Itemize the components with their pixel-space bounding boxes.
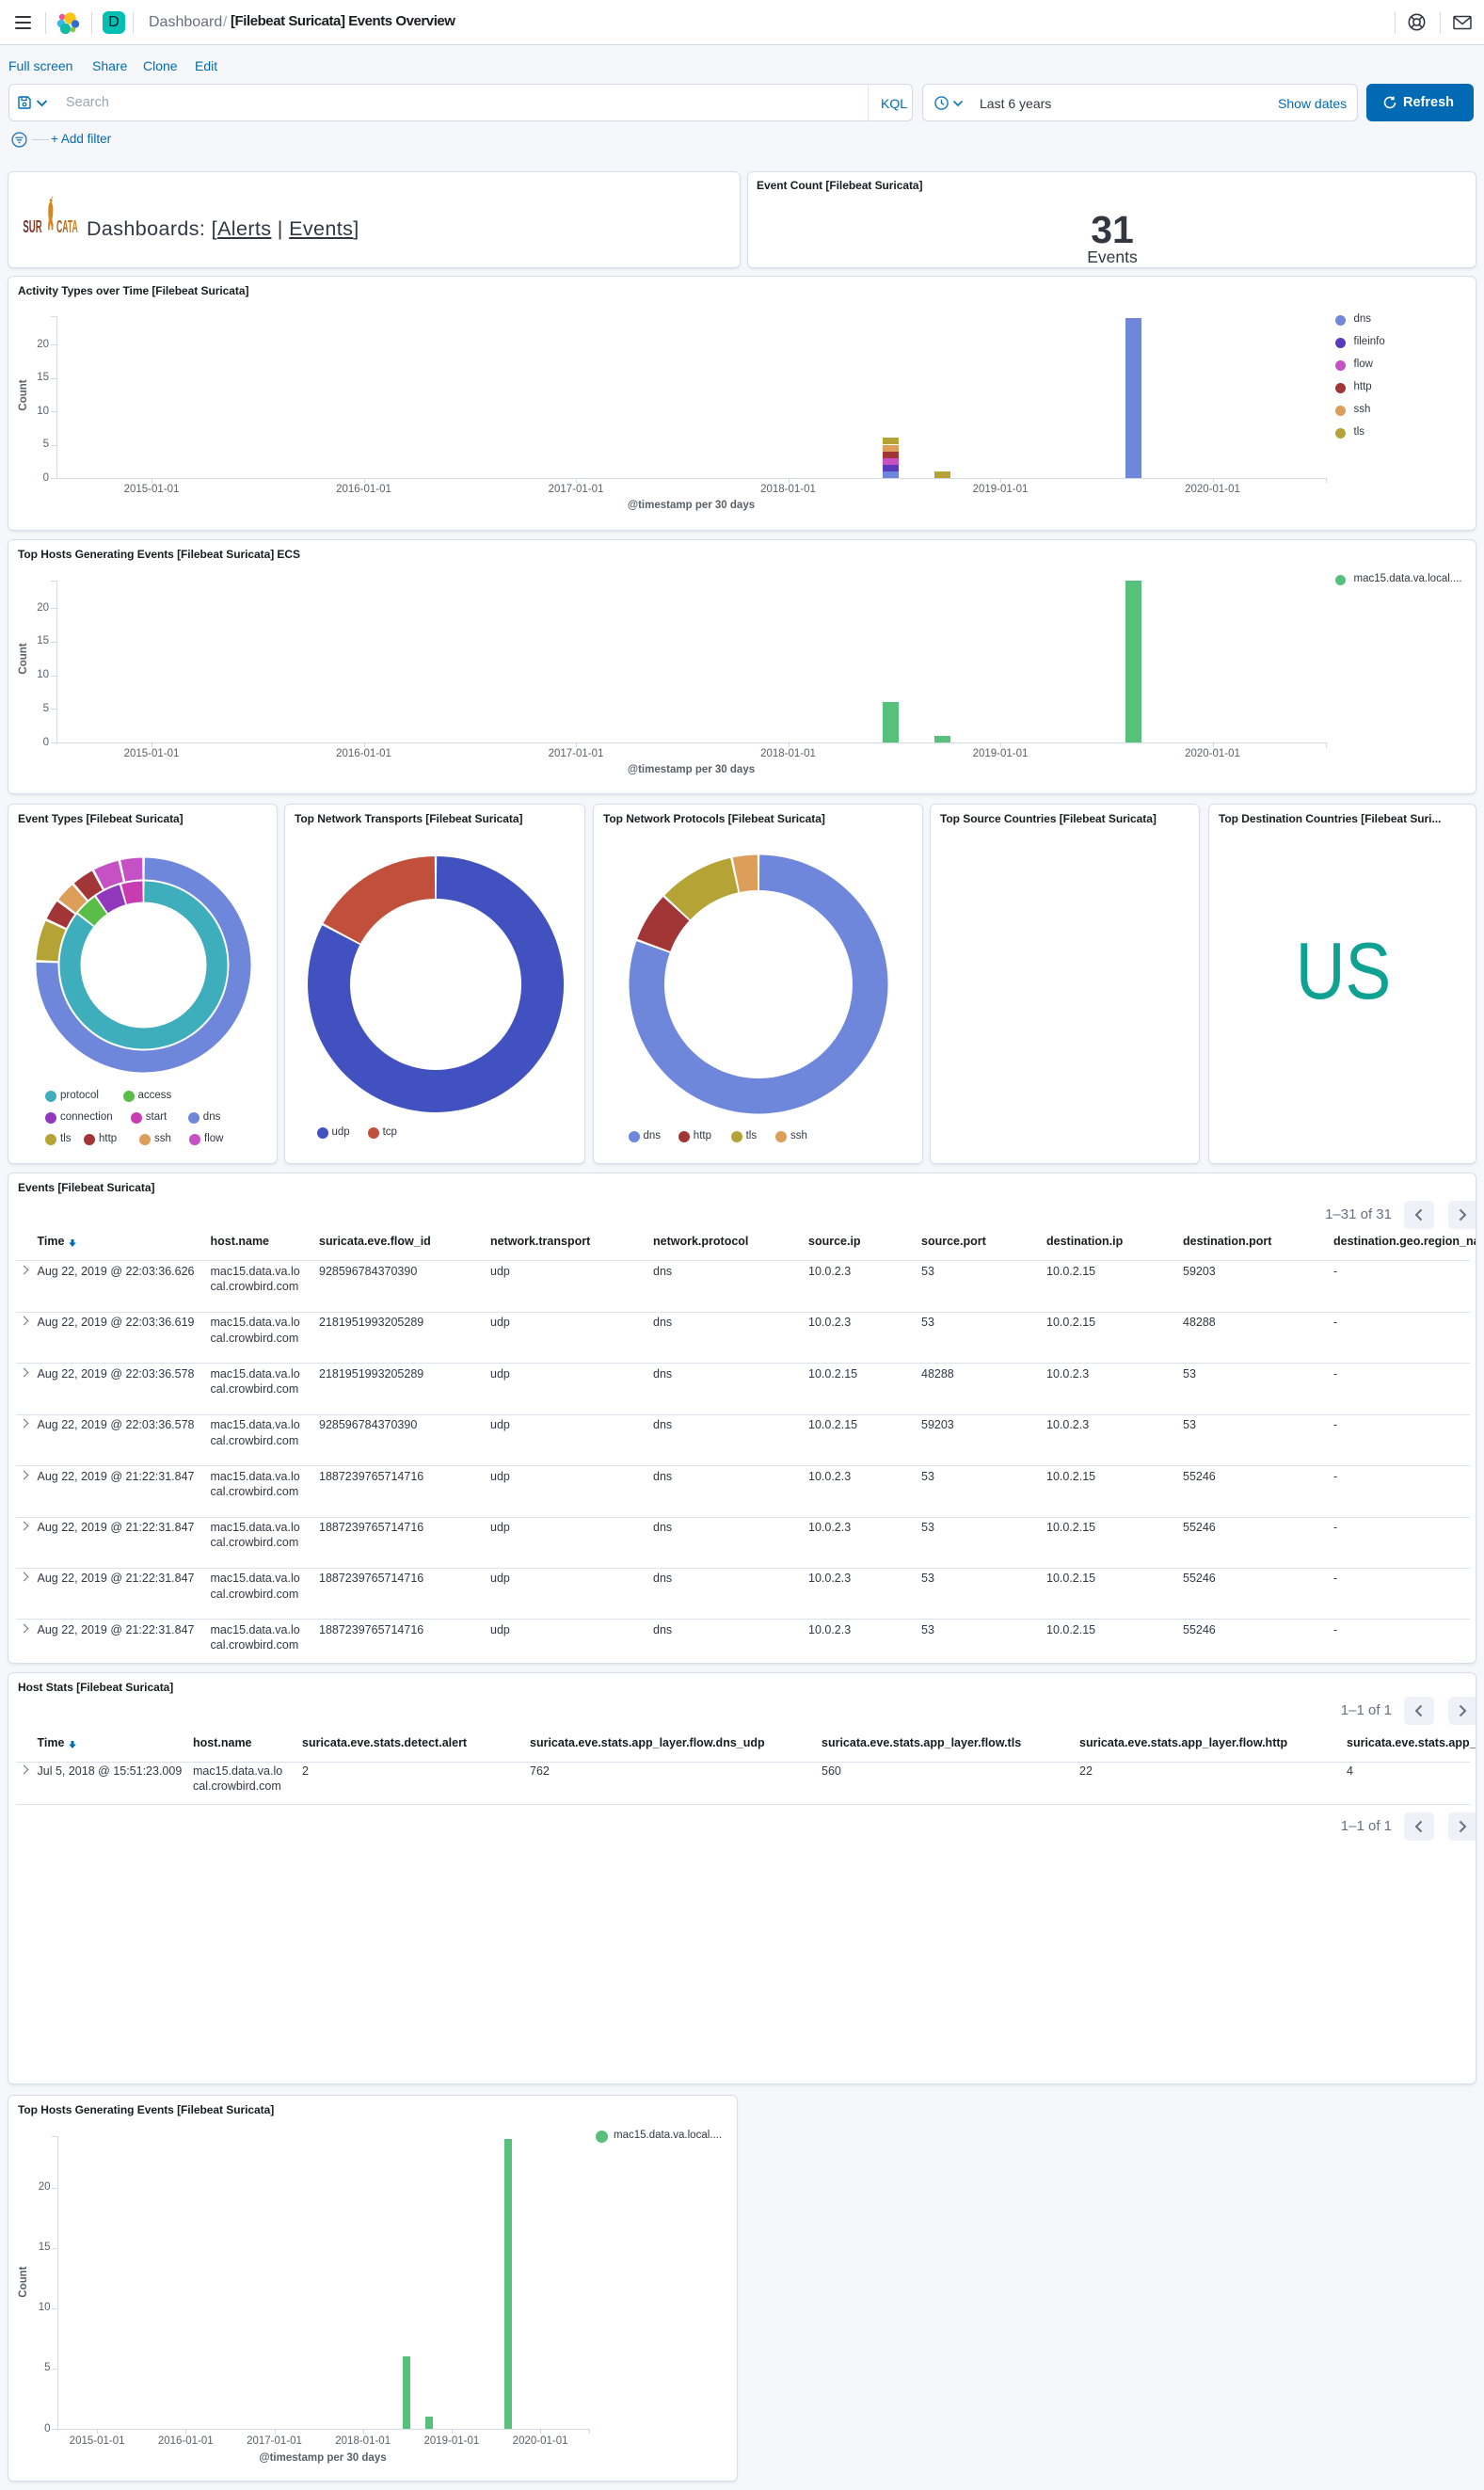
svg-text:CATA: CATA [56, 218, 78, 235]
svg-text:SUR: SUR [23, 218, 42, 235]
